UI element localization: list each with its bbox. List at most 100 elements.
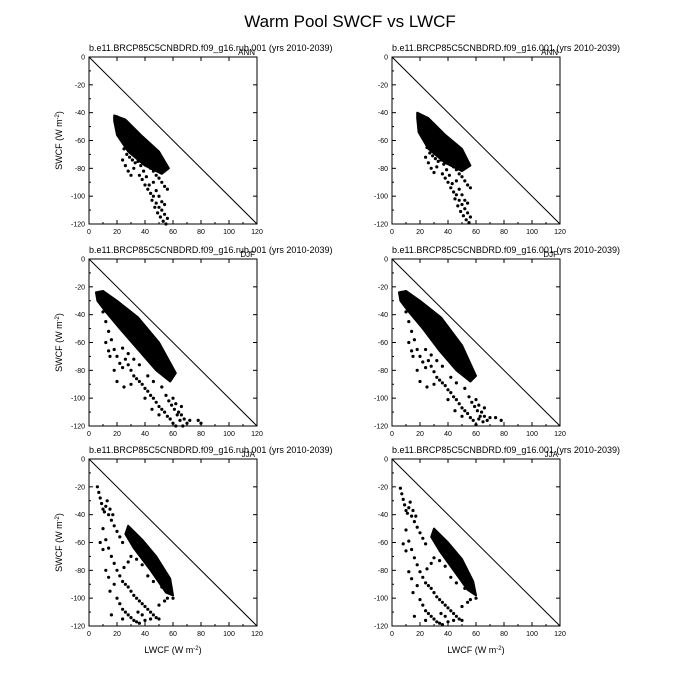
y-tick-label: -20 (75, 284, 85, 291)
x-tick-label: 20 (416, 431, 424, 438)
x-tick-label: 60 (472, 229, 480, 236)
data-point (165, 596, 169, 600)
data-point (181, 424, 185, 428)
data-point (144, 175, 148, 179)
data-point (143, 618, 147, 623)
data-point (415, 347, 419, 352)
data-point (460, 618, 464, 623)
data-point (415, 368, 419, 372)
data-point (418, 113, 422, 117)
data-point (140, 382, 144, 386)
y-tick-label: -20 (75, 484, 85, 491)
data-point (463, 198, 467, 202)
data-point (161, 219, 165, 223)
data-point (146, 607, 150, 611)
data-point (426, 611, 430, 616)
data-point (163, 410, 167, 414)
data-point (118, 574, 122, 578)
data-point (411, 354, 415, 358)
y-axis-label: SWCF (W m-2) (54, 313, 64, 372)
data-point (177, 410, 181, 414)
y-tick-label: -120 (71, 424, 85, 431)
data-point (432, 370, 436, 374)
data-point (154, 616, 158, 620)
y-tick-label: 0 (81, 457, 85, 464)
data-point (137, 173, 141, 177)
data-point (443, 384, 447, 388)
y-tick-label: -80 (75, 568, 85, 575)
data-point (449, 575, 453, 579)
x-tick-label: 40 (444, 631, 452, 638)
data-point (463, 207, 467, 211)
data-point (449, 186, 453, 190)
data-point (425, 145, 429, 150)
data-point (140, 602, 144, 606)
data-point (121, 617, 125, 621)
data-point (404, 310, 408, 314)
data-point (407, 539, 411, 543)
x-tick-label: 80 (500, 229, 508, 236)
data-point (133, 161, 137, 165)
data-point (108, 589, 112, 593)
data-point (438, 621, 442, 625)
x-tick-label: 100 (223, 631, 235, 638)
data-point (118, 361, 122, 365)
data-point (407, 506, 411, 510)
x-tick-label: 20 (113, 229, 121, 236)
data-point (405, 511, 409, 515)
data-point (408, 500, 412, 504)
data-point (154, 173, 158, 177)
data-point (160, 385, 164, 389)
data-point (452, 611, 456, 616)
data-point (137, 363, 141, 367)
data-point (440, 623, 444, 627)
x-tick-label: 60 (169, 229, 177, 236)
scatter-panel: b.e11.BRCP85C5CNBDRD.f09_g16.rub.001 (yr… (54, 445, 332, 655)
data-point (435, 148, 439, 152)
data-point (443, 176, 447, 180)
data-point (466, 183, 470, 187)
data-point (143, 604, 147, 609)
data-point (466, 600, 470, 604)
data-point (167, 399, 171, 403)
data-point (109, 554, 113, 559)
data-point (435, 620, 439, 624)
data-point (400, 492, 404, 496)
data-point (98, 299, 102, 303)
data-point (407, 340, 411, 345)
data-point (468, 186, 472, 190)
data-point (151, 396, 155, 400)
data-point (143, 183, 147, 187)
data-point (136, 159, 140, 163)
data-point (160, 200, 164, 204)
data-point (457, 187, 461, 191)
season-label: JJA (242, 450, 256, 459)
data-point (146, 389, 150, 393)
data-point (404, 549, 408, 553)
data-point (157, 603, 161, 607)
x-tick-label: 60 (472, 631, 480, 638)
data-point (115, 115, 119, 119)
y-axis-label: SWCF (W m-2) (54, 513, 64, 572)
x-tick-label: 40 (141, 431, 149, 438)
data-point (182, 417, 186, 421)
x-tick-label: 60 (169, 431, 177, 438)
y-tick-label: -40 (75, 312, 85, 319)
data-point (139, 164, 143, 168)
panel-grid: b.e11.BRCP85C5CNBDRD.f09_g16.rub.001 (yr… (54, 43, 620, 655)
data-point (115, 568, 119, 572)
data-point (123, 357, 127, 361)
data-point (122, 147, 126, 151)
data-point (172, 407, 176, 411)
y-tick-label: -80 (75, 166, 85, 173)
data-point (101, 527, 105, 531)
data-point (160, 180, 164, 184)
data-point (449, 391, 453, 395)
data-point (107, 349, 111, 353)
data-point (418, 531, 422, 535)
data-point (104, 504, 108, 508)
data-point (453, 197, 457, 201)
data-point (468, 215, 472, 219)
data-point (481, 420, 485, 424)
data-point (149, 617, 153, 621)
